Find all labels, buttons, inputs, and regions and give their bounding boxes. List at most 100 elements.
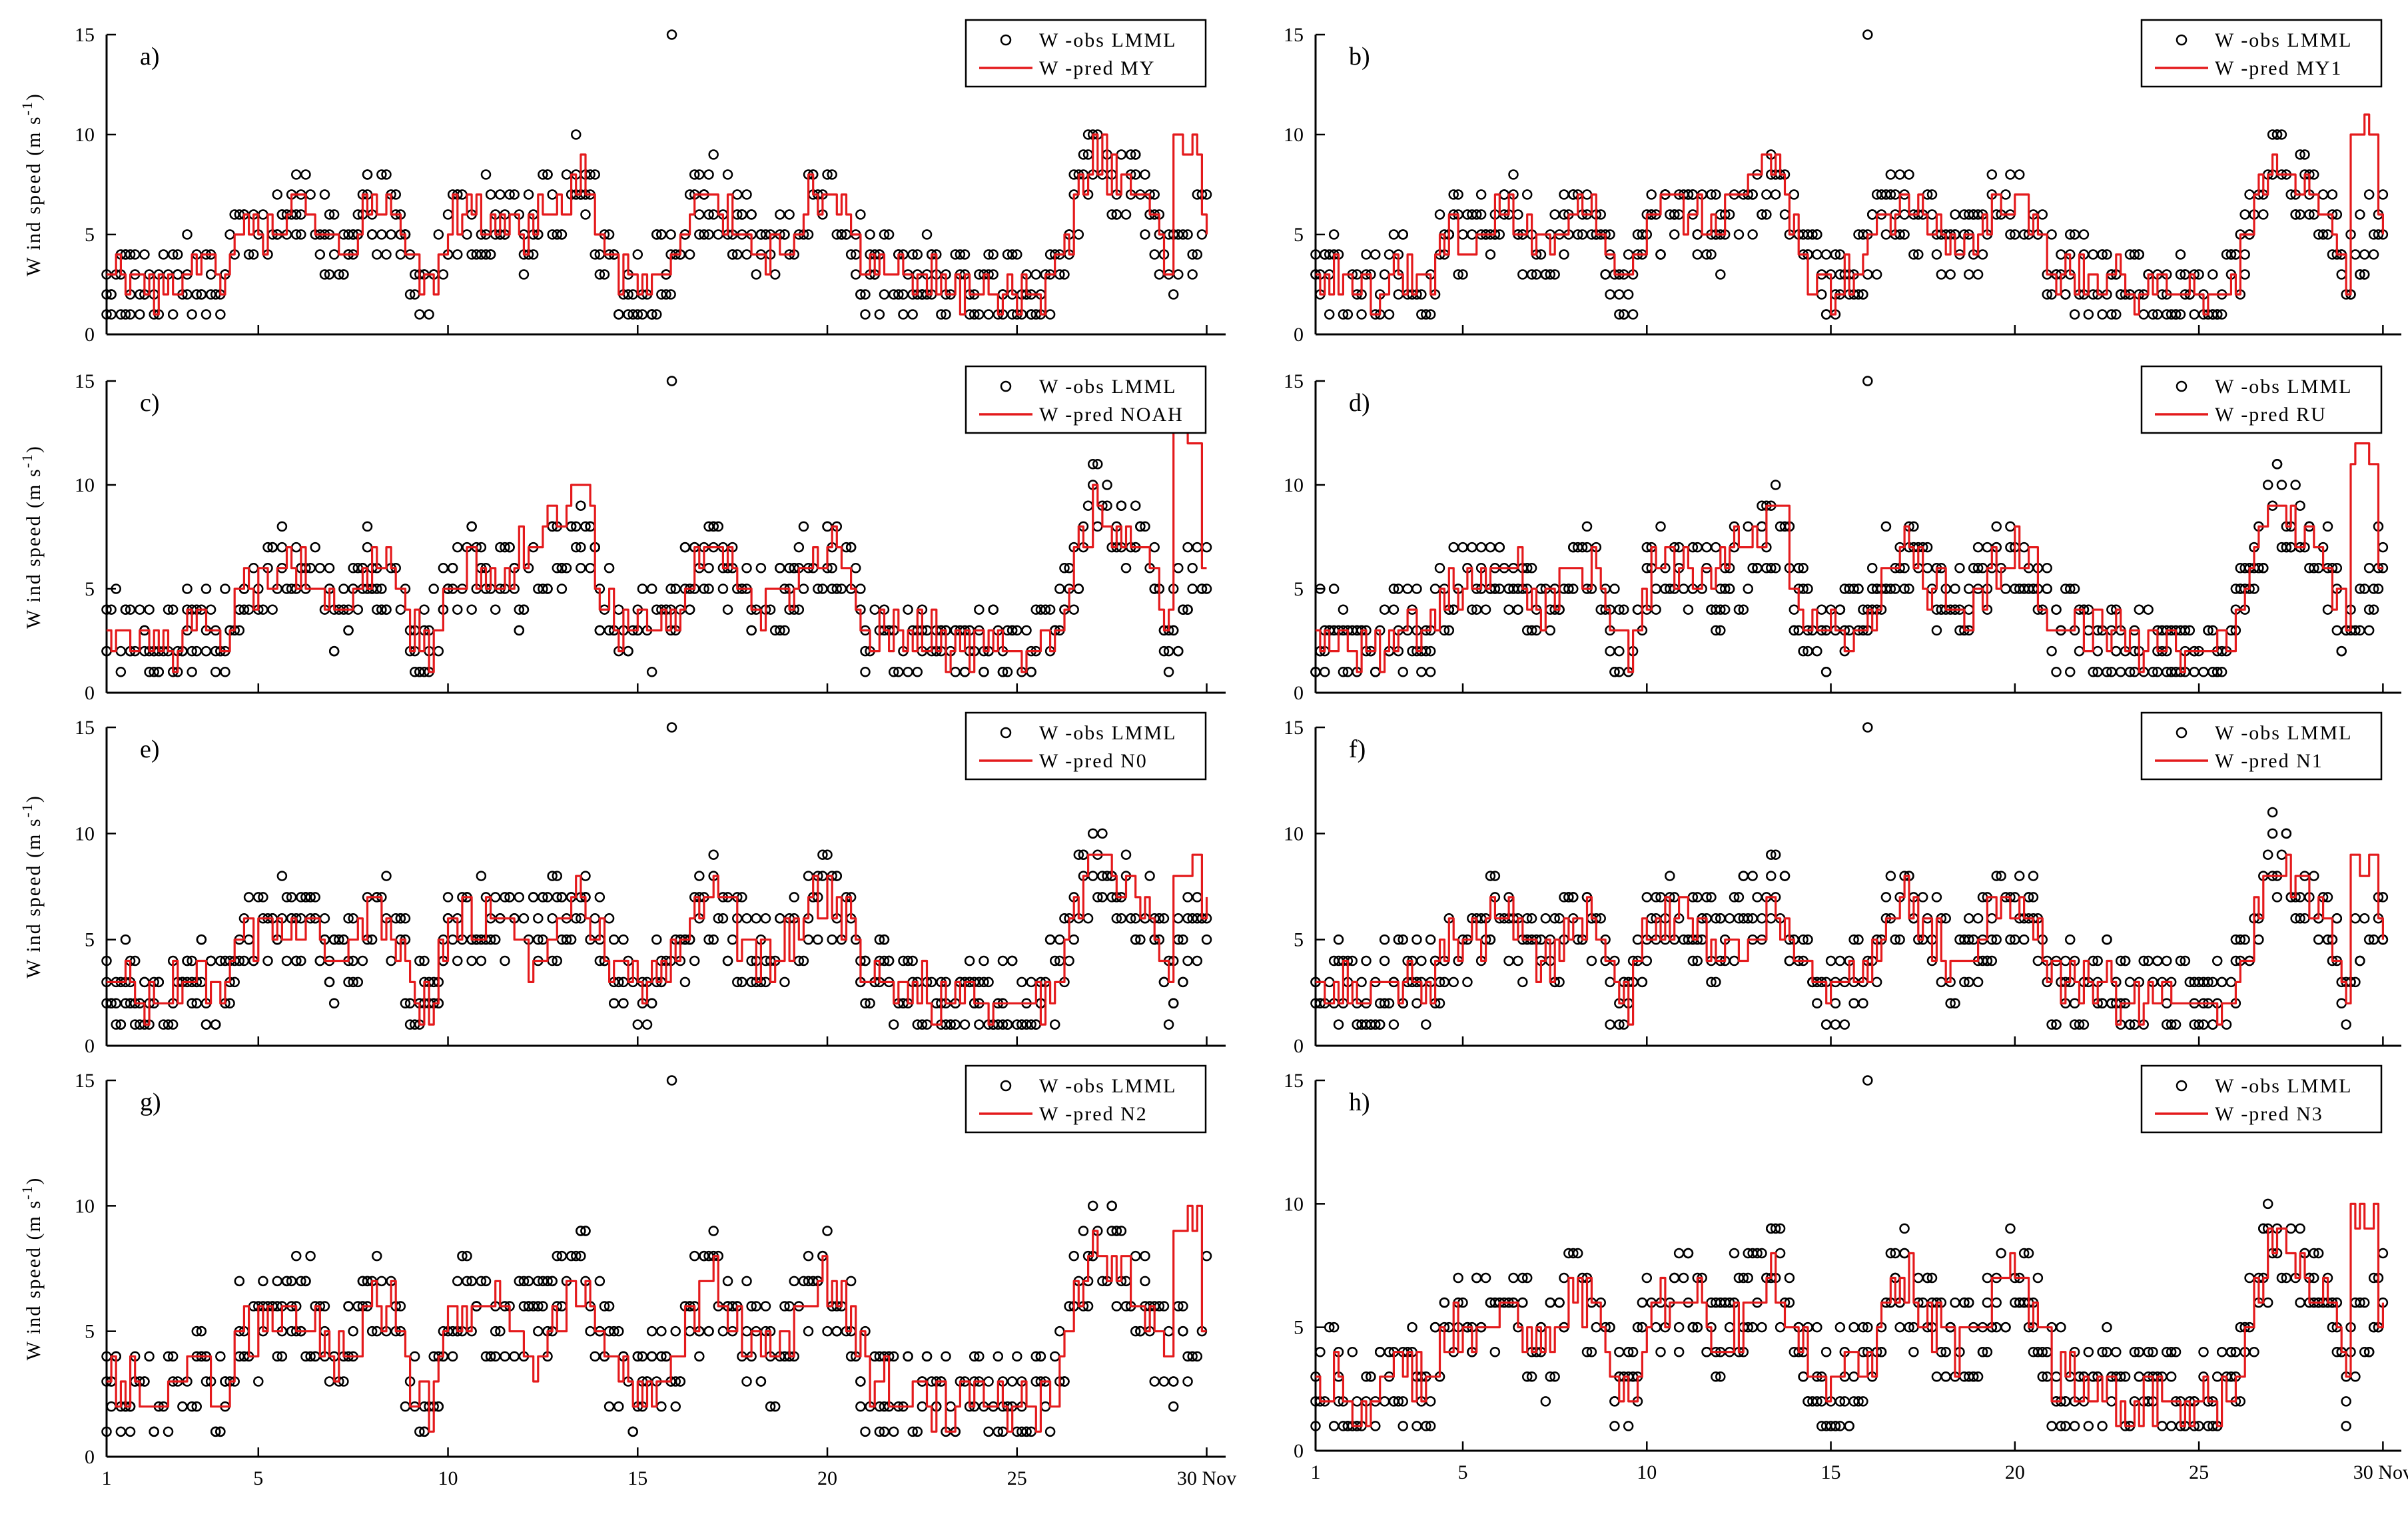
obs-point: [1513, 604, 1523, 615]
obs-point: [1140, 1276, 1150, 1287]
obs-point: [328, 249, 340, 260]
obs-point: [115, 667, 127, 677]
obs-point: [1370, 1421, 1381, 1431]
obs-point: [139, 249, 150, 260]
obs-point: [2331, 625, 2343, 636]
obs-point: [2309, 871, 2319, 881]
obs-point: [1834, 1396, 1846, 1407]
y-tick-label: 0: [85, 324, 95, 346]
obs-point: [1812, 249, 1822, 260]
obs-point: [1521, 189, 1533, 200]
obs-point: [751, 913, 762, 924]
obs-point: [395, 913, 406, 924]
obs-point: [2138, 955, 2149, 966]
obs-point: [1954, 563, 1965, 573]
obs-point: [1632, 604, 1643, 615]
obs-point: [1049, 1019, 1060, 1030]
obs-point: [267, 604, 278, 615]
obs-point: [741, 563, 752, 573]
obs-point: [1347, 1346, 1358, 1357]
obs-point: [476, 955, 487, 966]
obs-point: [552, 229, 563, 240]
y-tick-label: 10: [1284, 823, 1304, 845]
obs-point: [1130, 1326, 1141, 1337]
obs-point: [1673, 1322, 1685, 1333]
obs-point: [1178, 229, 1188, 240]
obs-point: [1991, 871, 2002, 881]
obs-point: [538, 892, 548, 903]
obs-point: [334, 269, 344, 280]
obs-point: [144, 604, 155, 615]
obs-point: [115, 645, 127, 657]
obs-point: [1871, 269, 1882, 280]
obs-point: [1356, 309, 1367, 320]
obs-point: [1706, 976, 1717, 988]
obs-point: [1485, 542, 1496, 553]
obs-point: [2336, 269, 2347, 280]
obs-point: [258, 209, 268, 220]
obs-point: [1097, 828, 1108, 839]
obs-point: [2143, 604, 2154, 615]
obs-point: [603, 563, 615, 573]
obs-point: [386, 955, 396, 966]
obs-point: [1568, 583, 1579, 594]
obs-point: [101, 309, 112, 320]
obs-point: [1733, 604, 1745, 615]
obs-point: [106, 289, 117, 300]
obs-point: [2097, 309, 2108, 320]
obs-point: [775, 625, 785, 636]
obs-point: [1140, 521, 1150, 532]
y-axis-label: W ind speed (m s-1): [19, 795, 45, 978]
obs-point: [324, 1376, 335, 1387]
obs-point: [2271, 459, 2283, 470]
obs-point: [1982, 1297, 1993, 1308]
obs-point: [1839, 1019, 1850, 1030]
obs-point: [1581, 521, 1593, 532]
obs-point: [1692, 955, 1703, 966]
obs-point: [357, 955, 368, 966]
obs-point: [1991, 521, 2002, 532]
obs-point: [2170, 1019, 2182, 1030]
obs-point: [907, 955, 918, 966]
obs-point: [1719, 583, 1731, 594]
obs-point: [1858, 1396, 1868, 1407]
obs-point: [1563, 892, 1574, 903]
obs-point: [1931, 1371, 1942, 1382]
obs-point: [585, 563, 596, 573]
obs-point: [272, 1276, 283, 1287]
obs-point: [2069, 583, 2080, 594]
obs-point: [1398, 667, 1408, 677]
obs-point: [1724, 1322, 1735, 1333]
obs-point: [1402, 583, 1413, 594]
obs-point: [500, 1351, 510, 1362]
obs-point: [2056, 1322, 2066, 1333]
obs-point: [988, 604, 999, 615]
obs-point: [1743, 583, 1753, 594]
obs-point: [1586, 1346, 1597, 1357]
obs-point: [1812, 229, 1822, 240]
obs-point: [414, 1426, 425, 1437]
obs-point: [1738, 604, 1749, 615]
obs-point: [466, 955, 477, 966]
obs-point: [1462, 976, 1473, 988]
obs-point: [328, 645, 340, 657]
obs-point: [1425, 1421, 1436, 1431]
obs-point: [167, 1019, 179, 1030]
obs-point: [2189, 309, 2200, 320]
obs-point: [1637, 976, 1648, 988]
y-tick-label: 5: [85, 578, 95, 600]
obs-point: [1894, 934, 1905, 945]
obs-point: [703, 209, 714, 220]
obs-point: [1082, 500, 1094, 511]
obs-point: [1766, 849, 1777, 860]
obs-point: [603, 913, 615, 924]
obs-point: [1411, 998, 1422, 1009]
obs-point: [1581, 189, 1593, 200]
obs-point: [713, 229, 724, 240]
obs-point: [2064, 229, 2076, 240]
obs-point: [1168, 1376, 1179, 1387]
obs-point: [1517, 269, 1528, 280]
obs-point: [1163, 667, 1174, 677]
obs-point: [504, 542, 515, 553]
obs-point: [1173, 563, 1184, 573]
